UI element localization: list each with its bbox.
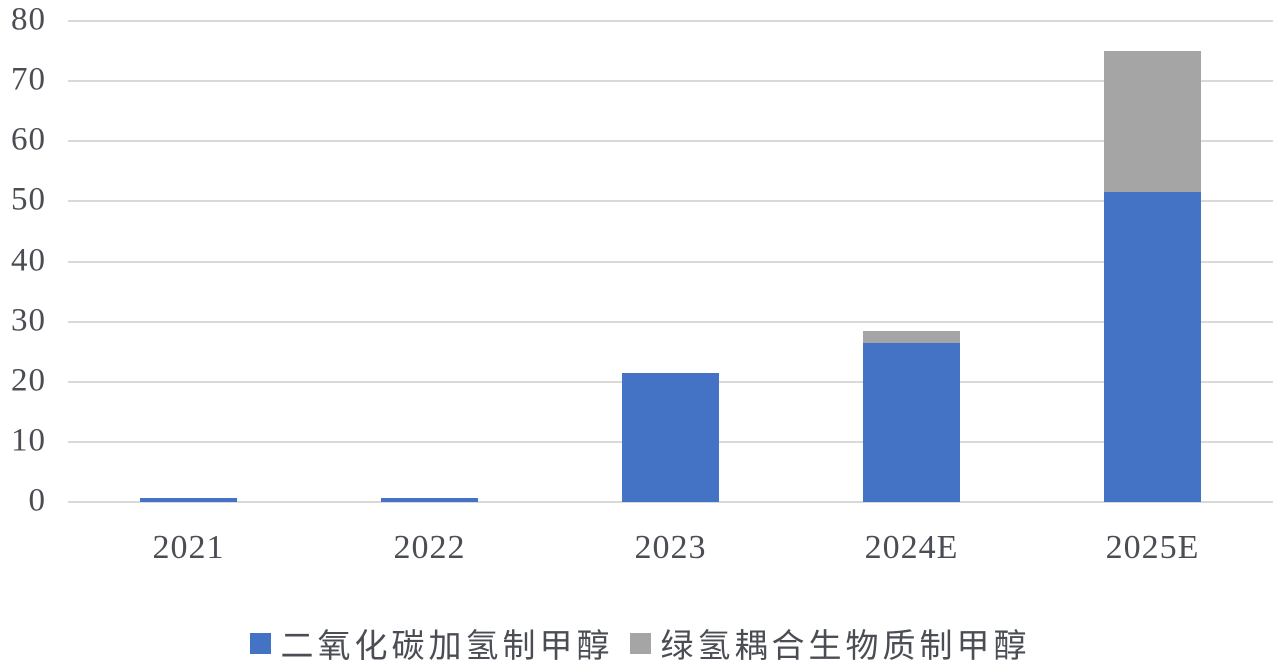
legend: 二氧化碳加氢制甲醇 绿氢耦合生物质制甲醇 bbox=[0, 619, 1280, 664]
y-tick-label-60: 60 bbox=[11, 121, 46, 158]
y-tick-label-20: 20 bbox=[11, 362, 46, 399]
y-tick-label-80: 80 bbox=[11, 1, 46, 38]
bar-segment-2025E-series0 bbox=[1104, 192, 1201, 502]
legend-item-green-hydrogen-biomass: 绿氢耦合生物质制甲醇 bbox=[629, 619, 1031, 664]
x-tick-label-2024E: 2024E bbox=[864, 529, 959, 566]
gridline-60 bbox=[68, 140, 1273, 143]
bar-segment-2024E-series1 bbox=[863, 330, 960, 343]
bar-segment-2023-series0 bbox=[622, 372, 719, 502]
gridline-0 bbox=[68, 501, 1273, 503]
y-tick-label-0: 0 bbox=[28, 482, 46, 519]
x-tick-label-2025E: 2025E bbox=[1105, 529, 1200, 566]
y-tick-label-30: 30 bbox=[11, 302, 46, 339]
gridline-80 bbox=[68, 20, 1273, 22]
x-tick-label-2021: 2021 bbox=[152, 529, 225, 566]
bar-segment-2025E-series1 bbox=[1104, 51, 1201, 193]
legend-swatch-blue bbox=[249, 632, 271, 654]
gridline-70 bbox=[68, 80, 1273, 83]
legend-label-green-hydrogen-biomass: 绿氢耦合生物质制甲醇 bbox=[660, 629, 1031, 664]
y-tick-label-50: 50 bbox=[11, 181, 46, 218]
y-tick-label-70: 70 bbox=[11, 61, 46, 98]
gridline-50 bbox=[68, 200, 1273, 203]
bar-segment-2024E-series0 bbox=[863, 342, 960, 502]
gridline-40 bbox=[68, 260, 1273, 263]
x-tick-label-2022: 2022 bbox=[393, 529, 466, 566]
y-tick-label-10: 10 bbox=[11, 422, 46, 459]
x-tick-label-2023: 2023 bbox=[634, 529, 707, 566]
gridline-30 bbox=[68, 320, 1273, 323]
legend-label-co2-hydrogenation: 二氧化碳加氢制甲醇 bbox=[280, 629, 614, 664]
bar-segment-2022-series0 bbox=[381, 498, 478, 502]
bar-segment-2021-series0 bbox=[140, 498, 237, 502]
legend-item-co2-hydrogenation: 二氧化碳加氢制甲醇 bbox=[249, 619, 614, 664]
legend-swatch-gray bbox=[629, 632, 651, 654]
plot-area bbox=[68, 20, 1273, 503]
y-tick-label-40: 40 bbox=[11, 241, 46, 278]
y-axis: 0 10 20 30 40 50 60 70 80 bbox=[0, 0, 46, 664]
